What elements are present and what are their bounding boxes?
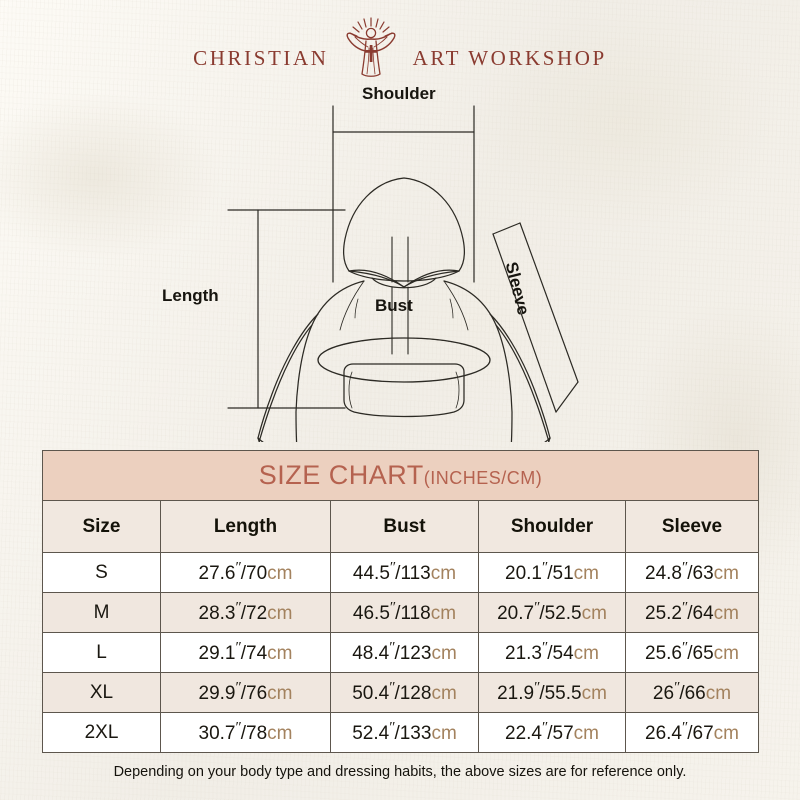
- measure-sleeve: 25.6″/65cm: [645, 639, 739, 665]
- cell-length: 30.7″/78cm: [160, 712, 331, 753]
- measure-sleeve: 26″/66cm: [652, 679, 732, 705]
- measure-length: 27.6″/70cm: [198, 559, 293, 585]
- measure-length: 30.7″/78cm: [198, 719, 293, 745]
- chart-title-main: SIZE CHART: [258, 460, 424, 490]
- disclaimer-note: Depending on your body type and dressing…: [113, 764, 687, 780]
- cell-sleeve: 24.8″/63cm: [625, 552, 759, 593]
- measure-length: 29.1″/74cm: [198, 639, 293, 665]
- chart-title-cell: SIZE CHART(INCHES/CM): [42, 450, 759, 501]
- measure-sleeve: 26.4″/67cm: [645, 719, 739, 745]
- cell-size: XL: [42, 672, 161, 713]
- measure-bust: 48.4″/123cm: [352, 639, 457, 665]
- dimension-label-shoulder: Shoulder: [362, 84, 436, 103]
- column-header-length: Length: [160, 500, 331, 553]
- risen-christ-cross-icon: [335, 14, 407, 86]
- length-bracket: [227, 209, 346, 409]
- cell-size: L: [42, 632, 161, 673]
- cell-sleeve: 26.4″/67cm: [625, 712, 759, 753]
- column-header-row: Size Length Bust Shoulder Sleeve: [42, 500, 759, 553]
- measure-shoulder: 21.9″/55.5cm: [497, 679, 607, 705]
- cell-size: M: [42, 592, 161, 633]
- measure-length: 28.3″/72cm: [198, 599, 293, 625]
- garment-diagram: Shoulder Length Bust Sleeve: [0, 82, 800, 442]
- measure-bust: 50.4″/128cm: [352, 679, 457, 705]
- cell-shoulder: 20.7″/52.5cm: [478, 592, 626, 633]
- chart-title-row: SIZE CHART(INCHES/CM): [42, 450, 759, 501]
- sleeve-bracket: [492, 222, 579, 413]
- cell-bust: 44.5″/113cm: [330, 552, 479, 593]
- brand-header: CHRISTIAN: [0, 14, 800, 86]
- chart-title: SIZE CHART(INCHES/CM): [259, 460, 543, 491]
- bust-guides: [391, 236, 409, 283]
- table-row: 2XL 30.7″/78cm 52.4″/133cm 22.4″/57cm 26…: [42, 712, 759, 753]
- cell-length: 29.9″/76cm: [160, 672, 331, 713]
- table-row: L 29.1″/74cm 48.4″/123cm 21.3″/54cm 25.6…: [42, 632, 759, 673]
- chart-title-unit: (INCHES/CM): [423, 468, 543, 488]
- cell-bust: 50.4″/128cm: [330, 672, 479, 713]
- size-chart-table: SIZE CHART(INCHES/CM) Size Length Bust S…: [42, 450, 759, 753]
- cell-shoulder: 22.4″/57cm: [478, 712, 626, 753]
- column-header-size: Size: [42, 500, 161, 553]
- brand-word-left: CHRISTIAN: [193, 45, 329, 70]
- cell-size: S: [42, 552, 161, 593]
- cell-sleeve: 25.2″/64cm: [625, 592, 759, 633]
- measure-bust: 52.4″/133cm: [352, 719, 457, 745]
- table-row: M 28.3″/72cm 46.5″/118cm 20.7″/52.5cm 25…: [42, 592, 759, 633]
- cell-bust: 52.4″/133cm: [330, 712, 479, 753]
- cell-length: 27.6″/70cm: [160, 552, 331, 593]
- measure-bust: 44.5″/113cm: [352, 559, 457, 585]
- cell-sleeve: 26″/66cm: [625, 672, 759, 713]
- dimension-label-bust: Bust: [375, 296, 413, 315]
- table-row: S 27.6″/70cm 44.5″/113cm 20.1″/51cm 24.8…: [42, 552, 759, 593]
- cell-bust: 48.4″/123cm: [330, 632, 479, 673]
- cell-sleeve: 25.6″/65cm: [625, 632, 759, 673]
- cell-bust: 46.5″/118cm: [330, 592, 479, 633]
- cell-shoulder: 21.9″/55.5cm: [478, 672, 626, 713]
- dimension-label-length: Length: [162, 286, 219, 305]
- column-header-shoulder: Shoulder: [478, 500, 626, 553]
- measure-sleeve: 25.2″/64cm: [645, 599, 739, 625]
- measure-sleeve: 24.8″/63cm: [645, 559, 739, 585]
- measure-shoulder: 22.4″/57cm: [505, 719, 599, 745]
- table-row: XL 29.9″/76cm 50.4″/128cm 21.9″/55.5cm 2…: [42, 672, 759, 713]
- measure-shoulder: 20.7″/52.5cm: [497, 599, 607, 625]
- measure-shoulder: 20.1″/51cm: [505, 559, 599, 585]
- measure-length: 29.9″/76cm: [198, 679, 293, 705]
- cell-shoulder: 20.1″/51cm: [478, 552, 626, 593]
- column-header-sleeve: Sleeve: [625, 500, 759, 553]
- cell-shoulder: 21.3″/54cm: [478, 632, 626, 673]
- column-header-bust: Bust: [330, 500, 479, 553]
- measure-shoulder: 21.3″/54cm: [505, 639, 599, 665]
- measure-bust: 46.5″/118cm: [352, 599, 457, 625]
- brand-word-right: ART WORKSHOP: [412, 45, 607, 70]
- shoulder-bracket: [332, 105, 475, 283]
- cell-length: 29.1″/74cm: [160, 632, 331, 673]
- cell-length: 28.3″/72cm: [160, 592, 331, 633]
- cell-size: 2XL: [42, 712, 161, 753]
